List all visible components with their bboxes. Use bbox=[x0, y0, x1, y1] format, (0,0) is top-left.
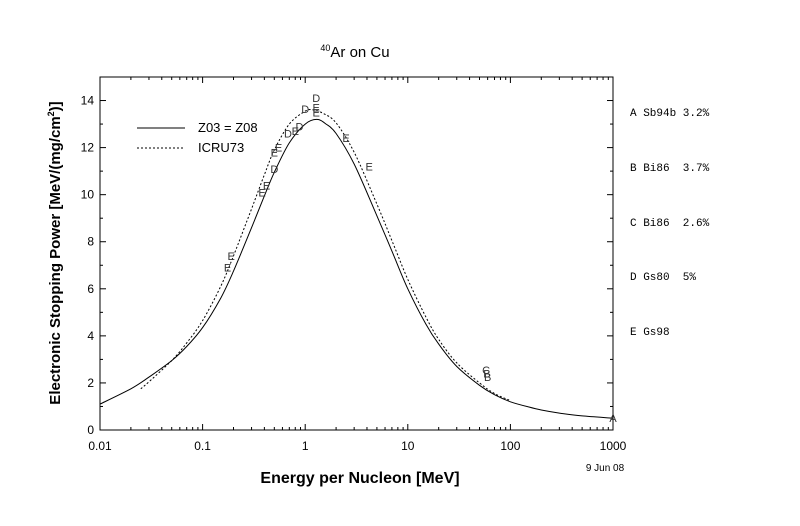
series-line-icru73 bbox=[140, 109, 511, 402]
reference-c: C Bi86 2.6% bbox=[630, 217, 710, 230]
x-tick-label: 10 bbox=[401, 439, 415, 453]
date-stamp: 9 Jun 08 bbox=[586, 463, 625, 474]
y-tick-label: 8 bbox=[87, 235, 94, 249]
data-point-d: D bbox=[270, 164, 278, 176]
y-axis-label: Electronic Stopping Power [MeV/(mg/cm2)] bbox=[46, 101, 64, 404]
y-tick-label: 0 bbox=[87, 423, 94, 437]
chart-title-superscript: 40 bbox=[320, 43, 330, 53]
reference-a: A Sb94b 3.2% bbox=[630, 108, 710, 121]
chart-title: 40Ar on Cu bbox=[320, 43, 389, 61]
chart-title-main: Ar on Cu bbox=[330, 44, 389, 61]
y-tick-label: 4 bbox=[87, 329, 94, 343]
legend: Z03 = Z08 ICRU73 bbox=[137, 120, 258, 155]
y-tick-label: 2 bbox=[87, 376, 94, 390]
y-tick-label: 12 bbox=[81, 141, 95, 155]
data-point-d: D bbox=[312, 93, 320, 105]
x-tick-label: 1000 bbox=[600, 439, 627, 453]
data-point-e: E bbox=[313, 103, 320, 115]
data-point-e: E bbox=[365, 161, 372, 173]
data-point-e: E bbox=[258, 187, 265, 199]
data-point-b: B bbox=[484, 372, 491, 384]
data-point-e: E bbox=[275, 143, 282, 155]
data-point-b: B bbox=[483, 369, 490, 381]
plot-frame bbox=[99, 76, 614, 431]
y-tick-label: 14 bbox=[81, 94, 95, 108]
data-point-e: E bbox=[292, 126, 299, 138]
y-axis-label-superscript: 2 bbox=[46, 111, 56, 116]
x-axis-label: Energy per Nucleon [MeV] bbox=[260, 470, 459, 487]
data-point-c: C bbox=[482, 365, 490, 377]
data-point-a: A bbox=[609, 413, 617, 425]
data-point-e: E bbox=[228, 251, 235, 263]
x-tick-label: 100 bbox=[500, 439, 520, 453]
y-tick-label: 10 bbox=[81, 188, 95, 202]
y-axis-label-main: Electronic Stopping Power [MeV/(mg/cm bbox=[47, 116, 64, 404]
data-point-e: E bbox=[224, 263, 231, 275]
data-point-d: D bbox=[284, 128, 292, 140]
x-tick-label: 0.1 bbox=[194, 439, 211, 453]
data-point-e: E bbox=[342, 133, 349, 145]
x-tick-label: 1 bbox=[302, 439, 309, 453]
series-line-z03-z08 bbox=[100, 118, 613, 419]
reference-b: B Bi86 3.7% bbox=[630, 163, 710, 176]
x-tick-label: 0.01 bbox=[88, 439, 112, 453]
data-point-d: D bbox=[296, 121, 304, 133]
data-point-e: E bbox=[263, 180, 270, 192]
data-point-d: D bbox=[301, 104, 309, 116]
reference-list: A Sb94b 3.2% B Bi86 3.7% C Bi86 2.6% D G… bbox=[630, 69, 709, 360]
data-point-e: E bbox=[271, 147, 278, 159]
legend-label-icru73: ICRU73 bbox=[198, 140, 244, 155]
reference-d: D Gs80 5% bbox=[630, 272, 697, 285]
reference-e: E Gs98 bbox=[630, 326, 670, 339]
data-point-e: E bbox=[313, 107, 320, 119]
y-tick-label: 6 bbox=[87, 282, 94, 296]
legend-label-z03: Z03 = Z08 bbox=[198, 120, 258, 135]
y-axis-label-end: )] bbox=[47, 101, 64, 111]
